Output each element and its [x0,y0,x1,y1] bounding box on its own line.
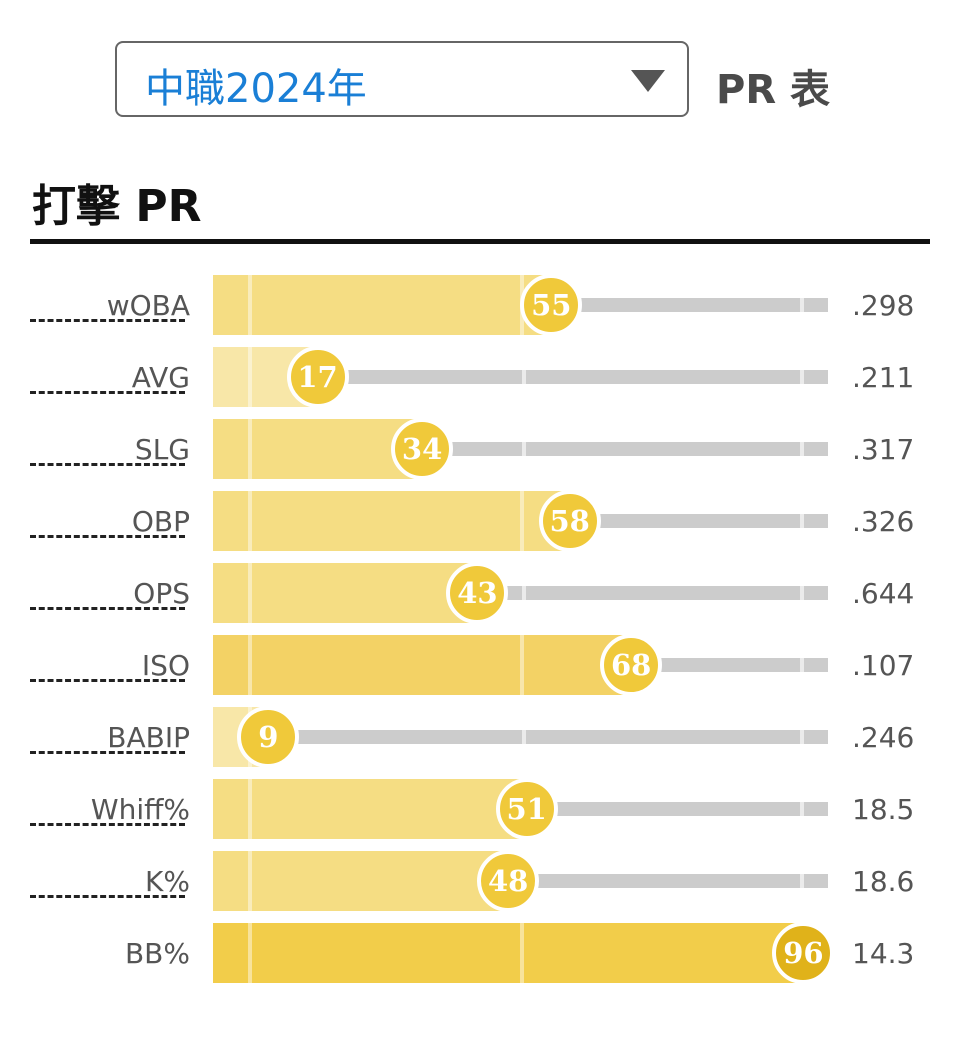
stat-value: 14.3 [852,937,915,970]
bar-stripe [248,491,252,551]
track-tick [800,514,804,528]
track-tick [800,658,804,672]
track-tick [522,442,526,456]
track-tick [800,802,804,816]
pr-badge: 17 [286,346,349,408]
stat-label: ISO [141,649,190,682]
bar-stripe [248,635,252,695]
stat-label: K% [145,865,190,898]
row-separator [30,463,185,466]
pr-bar [213,491,570,551]
season-select[interactable]: 中職2024年 [115,41,689,117]
track-tick [800,298,804,312]
pr-bar [213,275,552,335]
row-separator [30,535,185,538]
row-separator [30,895,185,898]
section-divider [30,239,930,244]
pr-badge: 58 [538,490,601,552]
bar-stripe [520,491,524,551]
track-tick [800,874,804,888]
pr-bar [213,419,423,479]
pr-badge: 9 [237,706,300,768]
stat-value: .211 [852,361,915,394]
pr-badge: 34 [391,418,454,480]
stat-label: OPS [133,577,190,610]
row-separator [30,679,185,682]
row-separator [30,391,185,394]
track-tick [800,586,804,600]
pr-badge: 43 [446,562,509,624]
pr-table-label: PR 表 [716,67,831,113]
stat-label: wOBA [106,289,190,322]
track-tick [522,730,526,744]
row-separator [30,751,185,754]
track-tick [522,586,526,600]
bar-stripe [248,275,252,335]
track-tick [522,370,526,384]
pr-badge: 48 [477,850,540,912]
pr-bar [213,923,804,983]
stat-value: .107 [852,649,915,682]
stat-value: .644 [852,577,915,610]
bar-stripe [248,563,252,623]
stat-value: .246 [852,721,915,754]
pr-bar [213,851,509,911]
bar-stripe [248,779,252,839]
stat-label: OBP [131,505,190,538]
stat-value: 18.5 [852,793,915,826]
pr-track [213,370,828,384]
track-tick [800,370,804,384]
chevron-down-icon [631,70,665,92]
bar-stripe [520,635,524,695]
stat-value: 18.6 [852,865,915,898]
track-tick [800,442,804,456]
section-title: 打擊 PR [32,181,202,232]
bar-stripe [520,923,524,983]
row-separator [30,319,185,322]
stat-label: Whiff% [90,793,190,826]
bar-stripe [248,419,252,479]
pr-track [213,730,828,744]
stat-label: BB% [124,937,190,970]
pr-badge: 68 [600,634,663,696]
season-select-value: 中職2024年 [145,66,367,112]
bar-stripe [248,347,252,407]
pr-bar [213,563,478,623]
stat-label: SLG [134,433,190,466]
pr-bar [213,779,527,839]
pr-bar [213,635,632,695]
pr-badge: 51 [495,778,558,840]
pr-badge: 96 [772,922,835,984]
row-separator [30,823,185,826]
bar-stripe [248,851,252,911]
stat-value: .326 [852,505,915,538]
stat-value: .298 [852,289,915,322]
stat-label: BABIP [107,721,190,754]
stat-label: AVG [131,361,190,394]
bar-stripe [248,923,252,983]
track-tick [800,730,804,744]
row-separator [30,607,185,610]
pr-badge: 55 [520,274,583,336]
stat-value: .317 [852,433,915,466]
